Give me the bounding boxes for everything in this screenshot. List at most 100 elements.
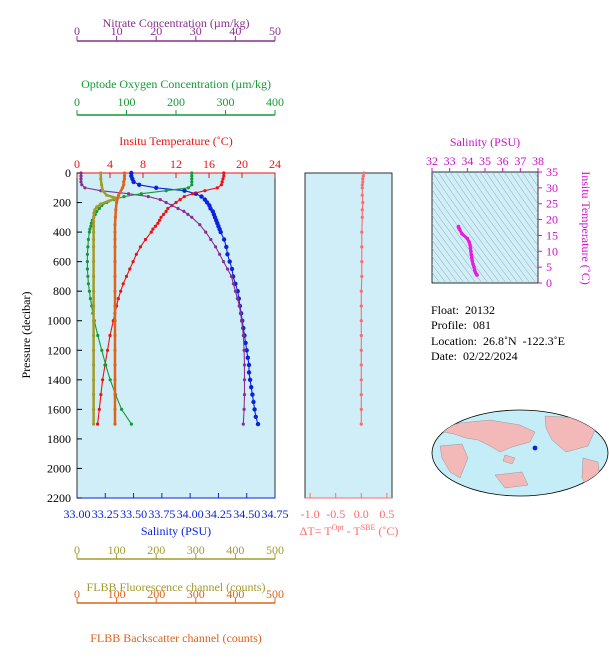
oxygen-tick-label: 300 <box>217 95 235 109</box>
nitrate-point <box>204 230 208 234</box>
deltaT-point <box>359 304 363 308</box>
fluorescence-point <box>99 177 103 181</box>
oxygen-tick-label: 200 <box>167 95 185 109</box>
salinity-point <box>227 259 232 264</box>
ts-density-contour <box>432 247 459 283</box>
pressure-tick-label: 800 <box>53 284 71 298</box>
temperature-point <box>174 200 178 205</box>
backscatter-point <box>114 208 118 212</box>
backscatter-point <box>113 237 117 242</box>
ts-profile-point <box>470 255 474 260</box>
fluorescence-point <box>92 363 96 367</box>
backscatter-tick-label: 400 <box>226 587 244 601</box>
backscatter-point <box>122 174 127 178</box>
fluorescence-point <box>107 199 111 203</box>
salinity-point <box>246 370 252 375</box>
pressure-tick-label: 0 <box>65 166 71 180</box>
float-id: Float: 20132 <box>431 303 496 317</box>
salinity-tick-label: 34.25 <box>205 507 232 521</box>
pressure-axis-label: Pressure (decibar) <box>19 292 33 379</box>
backscatter-tick-label: 200 <box>147 587 165 601</box>
temperature-point <box>190 192 195 196</box>
temperature-point <box>164 209 168 213</box>
pressure-tick-label: 1800 <box>47 432 71 446</box>
ts-profile-point <box>472 265 476 269</box>
nitrate-point <box>214 245 218 249</box>
salinity-axis-label: Salinity (PSU) <box>141 524 211 538</box>
backscatter-axis-label: FLBB Backscatter channel (counts) <box>90 631 262 645</box>
delta-t-tick-label: 0.0 <box>354 507 369 521</box>
ts-temperature-tick-label: 15 <box>546 228 558 242</box>
fluorescence-point <box>92 333 96 338</box>
ts-density-contour <box>432 206 489 283</box>
oxygen-point <box>85 260 89 264</box>
ts-profile-point <box>457 227 462 231</box>
fluorescence-point <box>92 378 96 382</box>
nitrate-point <box>241 422 245 426</box>
oxygen-point <box>88 227 92 231</box>
ts-density-contour <box>432 180 507 283</box>
backscatter-point <box>113 230 117 234</box>
backscatter-point <box>113 407 117 411</box>
oxygen-point <box>87 289 91 293</box>
landmass-africa <box>439 443 469 479</box>
ts-density-contour <box>479 172 538 255</box>
deltaT-point <box>360 208 364 212</box>
oxygen-point <box>85 267 89 271</box>
pressure-tick-label: 1000 <box>47 314 71 328</box>
ts-temperature-tick-label: 35 <box>546 165 558 179</box>
ts-plot-background <box>431 171 539 284</box>
fluorescence-point <box>101 189 105 193</box>
ts-density-contour <box>432 189 501 283</box>
ts-profile-point <box>475 273 479 277</box>
nitrate-point <box>242 407 246 411</box>
nitrate-point <box>80 183 84 187</box>
deltaT-point <box>360 230 364 234</box>
deltaT-point <box>360 183 364 187</box>
temperature-tick-label: 0 <box>74 157 80 171</box>
ts-salinity-tick-label: 34 <box>461 154 473 168</box>
ts-density-contour <box>432 263 447 283</box>
ts-salinity-axis-label: Salinity (PSU) <box>450 135 520 149</box>
top-axes: 0 10 20 30 40 50 0 100 200 300 400 Nitrate Concent… <box>74 16 284 148</box>
oxygen-point <box>86 274 90 278</box>
ts-temperature-tick-label: 0 <box>546 276 552 290</box>
ts-density-contour <box>503 172 538 222</box>
nitrate-point <box>218 252 222 256</box>
deltaT-point <box>361 200 365 205</box>
ts-profile-point <box>460 232 464 236</box>
temperature-point <box>221 177 225 181</box>
oxygen-point <box>122 195 126 199</box>
oxygen-point <box>120 407 124 411</box>
fluorescence-tick-label: 300 <box>187 543 205 557</box>
salinity-point <box>154 185 159 190</box>
salinity-point <box>246 362 252 368</box>
backscatter-tick-label: 300 <box>187 587 205 601</box>
fluorescence-point <box>92 245 96 249</box>
temperature-tick-label: 8 <box>140 157 146 171</box>
fluorescence-point <box>92 260 96 264</box>
oxygen-tick-label: 100 <box>118 95 136 109</box>
deltaT-point <box>359 363 363 367</box>
delta-t-panel: -1.0 -0.5 0.0 0.5 ΔT= TOpt - TSBE (˚C) <box>300 171 399 538</box>
oxygen-point <box>97 206 101 211</box>
salinity-point <box>182 188 187 193</box>
backscatter-point <box>122 177 127 181</box>
delta-t-axis-label: ΔT= TOpt - TSBE (˚C) <box>300 523 399 538</box>
salinity-tick-label: 33.00 <box>64 507 91 521</box>
nitrate-point <box>83 186 87 190</box>
deltaT-point <box>359 407 363 411</box>
oxygen-axis-label: Optode Oxygen Concentration (µm/kg) <box>81 77 271 91</box>
delta-t-tick-label: 0.5 <box>379 507 394 521</box>
temperature-point <box>124 274 129 278</box>
ts-density-contour <box>443 172 525 283</box>
oxygen-point <box>129 422 133 426</box>
temperature-point <box>143 237 148 242</box>
temperature-point <box>105 348 110 352</box>
fluorescence-tick-label: 0 <box>74 543 80 557</box>
ts-profile-point <box>471 262 475 266</box>
temperature-series-line <box>97 173 225 425</box>
backscatter-point <box>117 193 121 197</box>
deltaT-point <box>359 319 363 323</box>
